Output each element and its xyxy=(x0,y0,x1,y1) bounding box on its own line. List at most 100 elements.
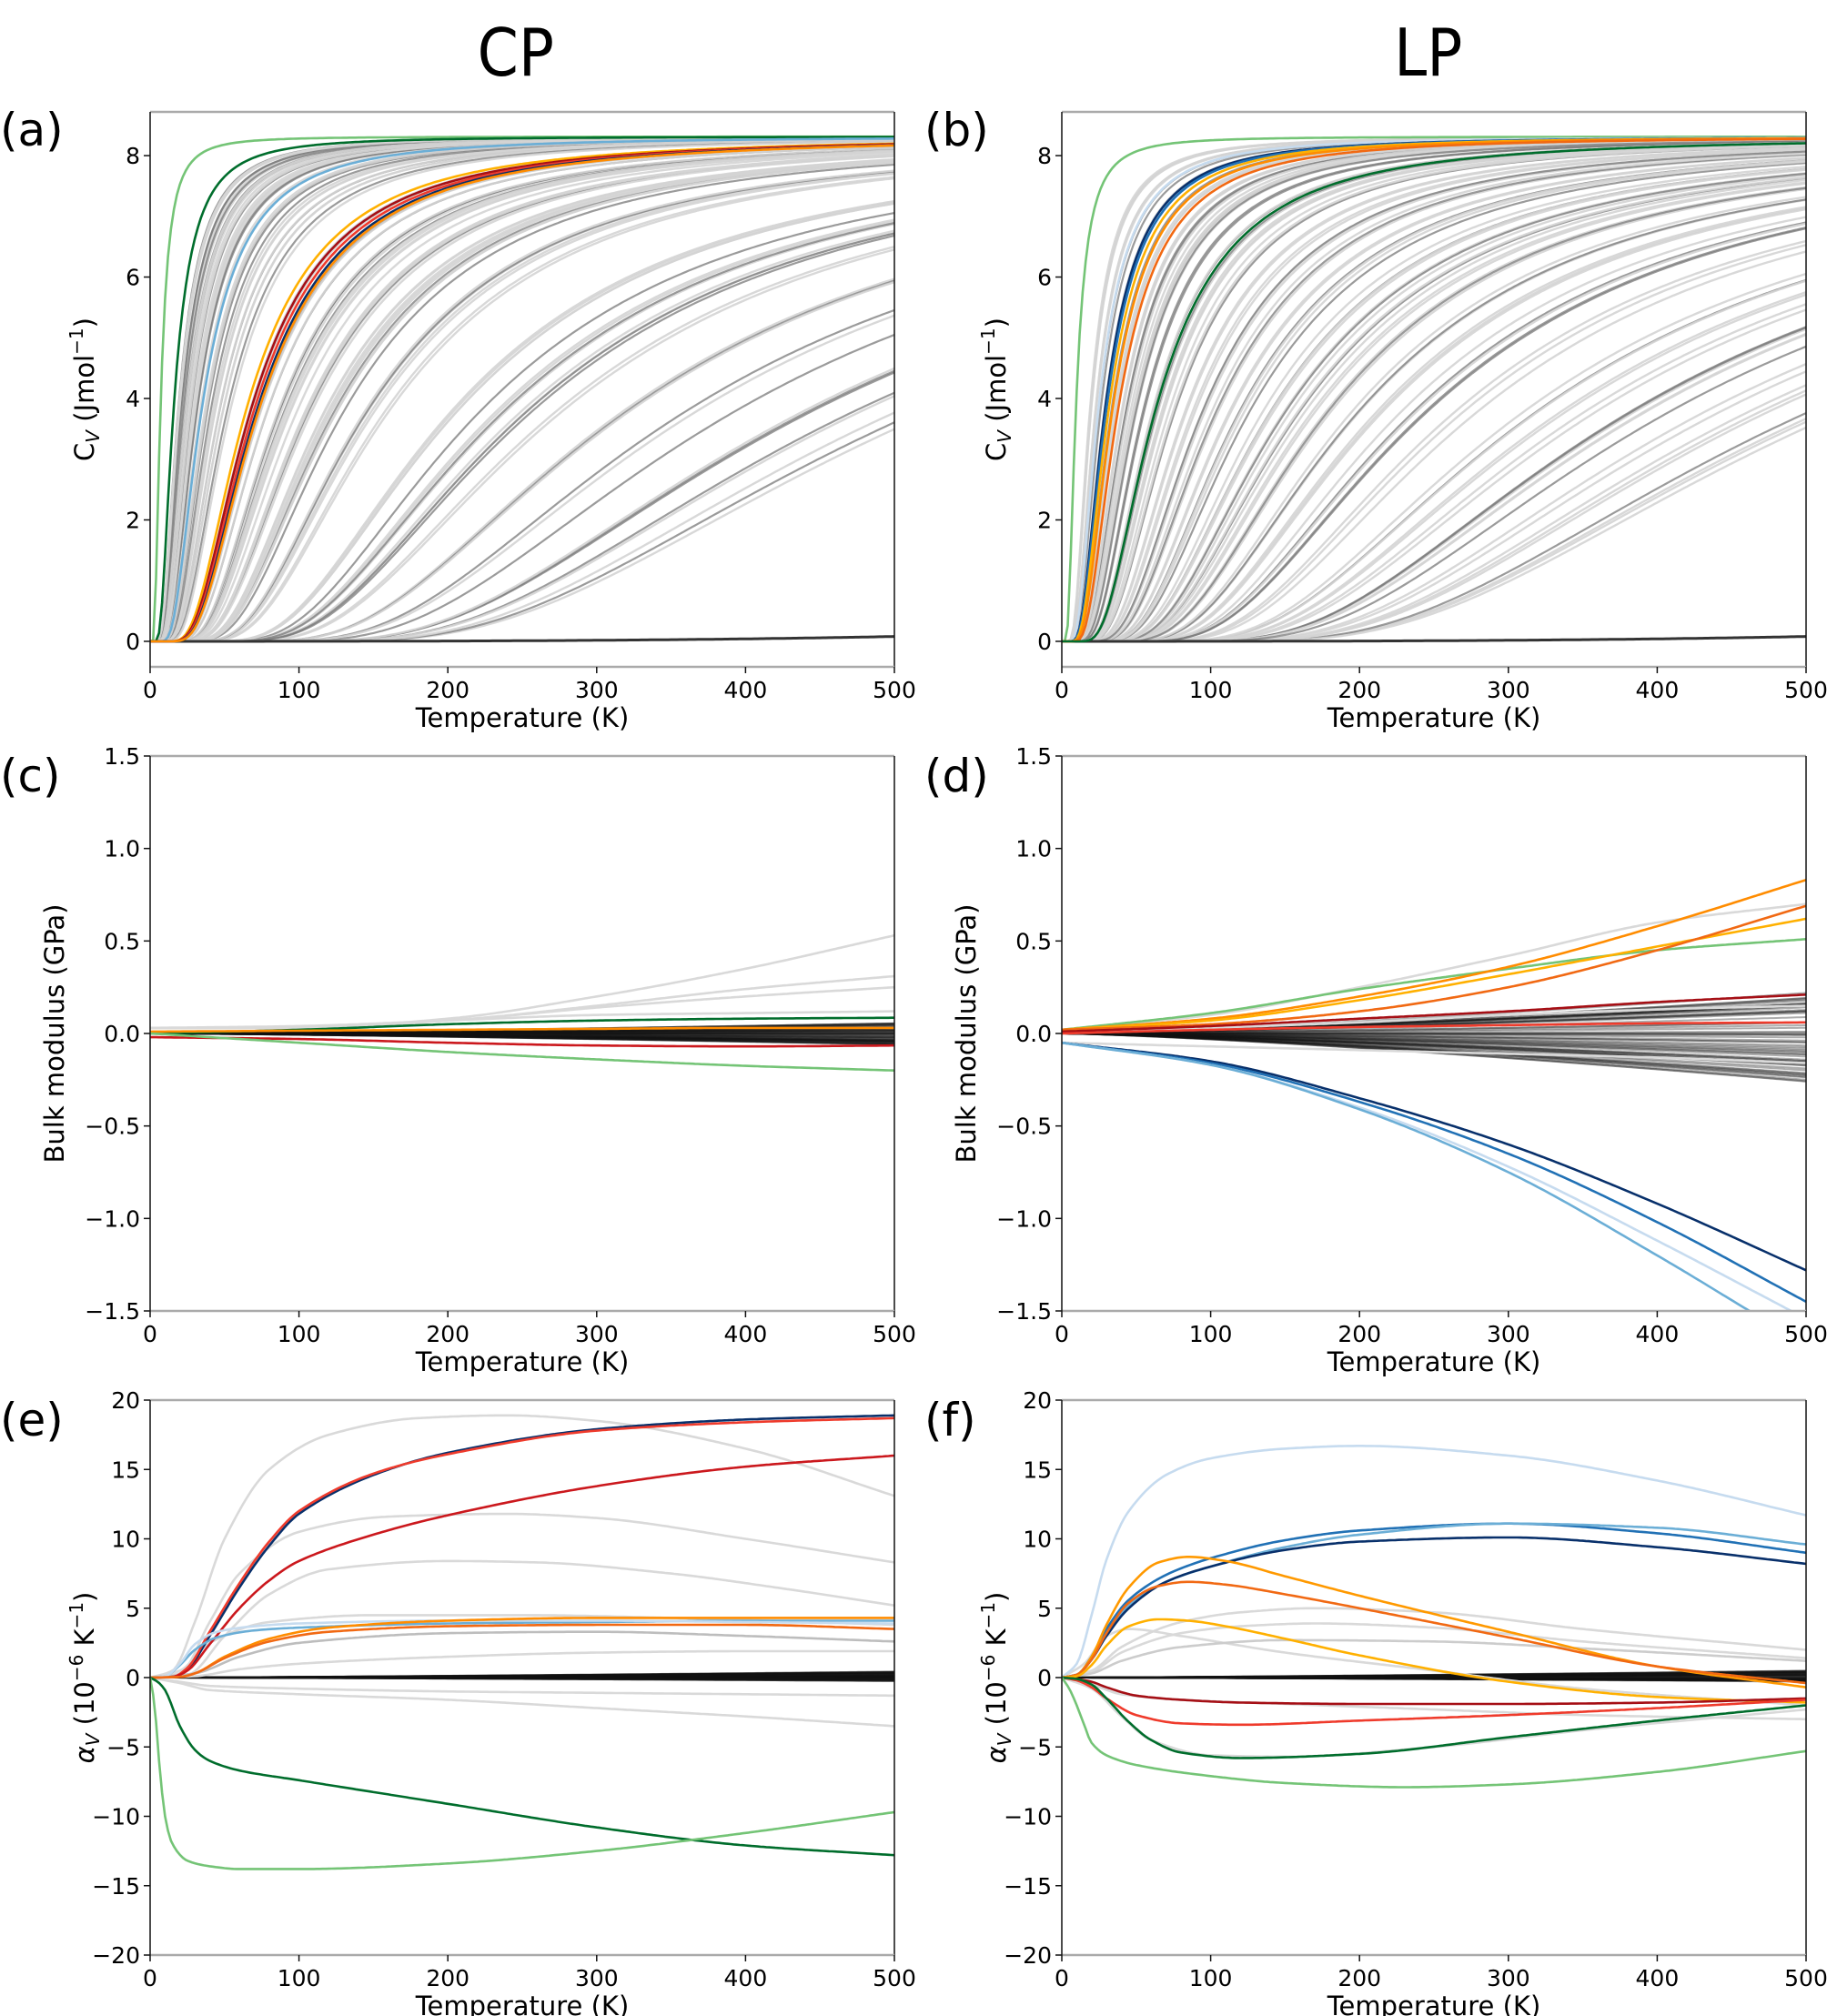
series-line-gray-4 xyxy=(150,1010,894,1030)
y-tick-label: −5 xyxy=(1018,1734,1052,1760)
background-line xyxy=(1062,1677,1806,1682)
y-tick-label: 20 xyxy=(111,1387,140,1414)
series-line-gold xyxy=(1062,1618,1806,1704)
y-tick-label: −5 xyxy=(106,1734,140,1760)
background-line xyxy=(150,1033,894,1041)
background-line xyxy=(150,1677,894,1680)
background-line xyxy=(150,1677,894,1681)
background-line xyxy=(1062,1672,1806,1678)
y-label-symbol: α xyxy=(69,1746,100,1763)
y-label-symbol: C xyxy=(981,443,1012,461)
background-line xyxy=(150,146,894,643)
series-line-light-green xyxy=(1062,136,1806,643)
background-line xyxy=(1062,1677,1806,1682)
series-line-orange xyxy=(150,1617,894,1679)
background-line xyxy=(150,160,894,643)
background-line xyxy=(150,1676,894,1678)
series-line-dark-green xyxy=(1062,142,1806,643)
x-tick-label: 400 xyxy=(1636,1965,1680,1991)
y-tick-label: 4 xyxy=(1037,386,1052,412)
background-line xyxy=(1062,216,1806,643)
background-line xyxy=(150,1674,894,1678)
background-line xyxy=(1062,1673,1806,1678)
series-line-dark-green xyxy=(1062,1676,1806,1759)
background-line xyxy=(150,222,894,643)
background-line xyxy=(150,1033,894,1043)
series-line-blue xyxy=(1062,1041,1806,1303)
y-tick-label: 5 xyxy=(1037,1596,1052,1622)
background-line xyxy=(1062,1674,1806,1678)
background-line xyxy=(150,1033,894,1037)
background-line xyxy=(1062,148,1806,643)
background-line xyxy=(1062,1669,1806,1678)
x-tick-label: 0 xyxy=(1055,1321,1069,1347)
series-line-navy xyxy=(1062,1041,1806,1272)
background-line xyxy=(1062,150,1806,643)
background-line xyxy=(150,1671,894,1678)
panel-c: 0 100 200 300 400 500 −1.5 −1.0 −0.5 0.0 0.5 1.0 1.5… xyxy=(0,743,916,1377)
background-line xyxy=(1062,145,1806,643)
background-line xyxy=(1062,156,1806,643)
background-line xyxy=(150,1677,894,1682)
background-line xyxy=(1062,1026,1806,1034)
background-line xyxy=(150,159,894,643)
y-tick-label: 2 xyxy=(1037,507,1052,533)
background-line xyxy=(150,1033,894,1036)
background-line xyxy=(1062,1673,1806,1678)
background-line xyxy=(150,1674,894,1678)
background-line xyxy=(1062,1675,1806,1678)
background-line xyxy=(150,1033,894,1042)
y-tick-label: 15 xyxy=(1023,1457,1052,1483)
background-line xyxy=(1062,1677,1806,1680)
column-title-cp: CP xyxy=(477,15,555,91)
background-line xyxy=(150,1027,894,1034)
y-tick-label: 8 xyxy=(1037,143,1052,169)
series-line-pale-blue xyxy=(1062,1445,1806,1678)
background-line xyxy=(150,138,894,643)
y-axis-label: αV (10−6 K−1) xyxy=(66,1592,104,1764)
background-line xyxy=(150,1033,894,1039)
background-line xyxy=(1062,1031,1806,1034)
panel-label: (e) xyxy=(0,1394,64,1446)
background-line xyxy=(150,1673,894,1678)
background-line xyxy=(1062,1669,1806,1678)
column-title-lp: LP xyxy=(1394,15,1463,91)
background-line xyxy=(1062,1677,1806,1681)
x-tick-label: 300 xyxy=(1487,1321,1530,1347)
background-line xyxy=(1062,174,1806,643)
series-line-dark-red xyxy=(1062,1676,1806,1706)
background-line xyxy=(150,1033,894,1038)
background-line xyxy=(1062,1033,1806,1039)
background-line xyxy=(1062,1677,1806,1682)
background-line xyxy=(1062,1677,1806,1680)
background-line xyxy=(150,1671,894,1678)
background-line xyxy=(150,140,894,643)
background-line xyxy=(1062,1673,1806,1678)
background-line xyxy=(1062,172,1806,643)
y-label-superscript: −1 xyxy=(977,328,999,354)
background-line xyxy=(1062,1033,1806,1035)
series-line-red xyxy=(150,1416,894,1679)
y-tick-label: 0.5 xyxy=(104,928,140,954)
background-line xyxy=(1062,389,1806,643)
background-line xyxy=(1062,1670,1806,1678)
background-line xyxy=(1062,1677,1806,1680)
x-tick-label: 400 xyxy=(724,1965,768,1991)
background-line xyxy=(150,1670,894,1678)
series-line-gray-6 xyxy=(150,1649,894,1679)
series-line-navy xyxy=(1062,1536,1806,1679)
background-line xyxy=(150,1675,894,1678)
background-line xyxy=(150,1027,894,1034)
x-tick-label: 400 xyxy=(724,1321,768,1347)
background-line xyxy=(150,161,894,643)
background-line xyxy=(150,1675,894,1678)
background-line xyxy=(1062,160,1806,643)
background-line xyxy=(150,1033,894,1039)
background-line xyxy=(150,1672,894,1678)
background-line xyxy=(1062,143,1806,643)
background-line xyxy=(1062,1033,1806,1056)
background-line xyxy=(150,149,894,643)
background-line xyxy=(1062,1677,1806,1680)
y-tick-label: 0.5 xyxy=(1015,928,1052,954)
series-line-gray-2 xyxy=(1062,1622,1806,1679)
